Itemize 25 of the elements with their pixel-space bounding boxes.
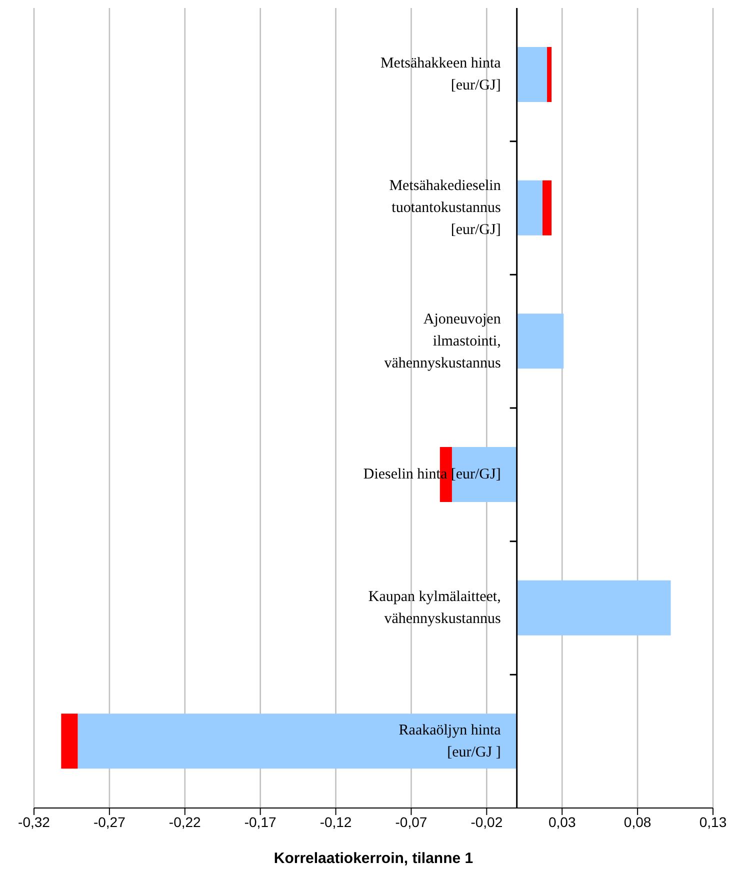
x-tick-label: 0,13 (699, 814, 727, 830)
x-tick-label: 0,03 (548, 814, 576, 830)
y-tick-label: Ajoneuvojen ilmastointi, vähennyskustannus (384, 311, 502, 372)
y-tick-label: Kaupan kylmälaitteet, vähennyskustannus (368, 589, 502, 627)
bar (516, 180, 542, 236)
x-tick-label: -0,12 (320, 814, 352, 830)
x-tick-label: -0,02 (470, 814, 503, 830)
bar (452, 447, 517, 502)
y-tick-label: Raakaöljyn hinta [eur/GJ ] (398, 722, 502, 760)
bar (61, 714, 78, 769)
x-tick-label: -0,32 (18, 814, 50, 830)
bar (78, 714, 517, 769)
bar (516, 314, 564, 369)
bar (542, 180, 552, 236)
x-tick-label: -0,22 (168, 814, 202, 830)
bar (547, 47, 552, 102)
x-tick-label: 0,08 (624, 814, 652, 830)
x-tick-label: -0,17 (244, 814, 276, 830)
x-tick-label: -0,07 (395, 814, 428, 830)
y-tick-label: Metsähakkeen hinta [eur/GJ] (380, 56, 502, 94)
x-tick-label: -0,27 (93, 814, 126, 830)
y-tick-label: Metsähakedieselin tuotantokustannus [eur/GJ] (389, 178, 502, 238)
bar (516, 47, 548, 102)
bar (516, 580, 671, 636)
x-axis-title: Korrelaatiokerroin, tilanne 1 (274, 850, 474, 867)
